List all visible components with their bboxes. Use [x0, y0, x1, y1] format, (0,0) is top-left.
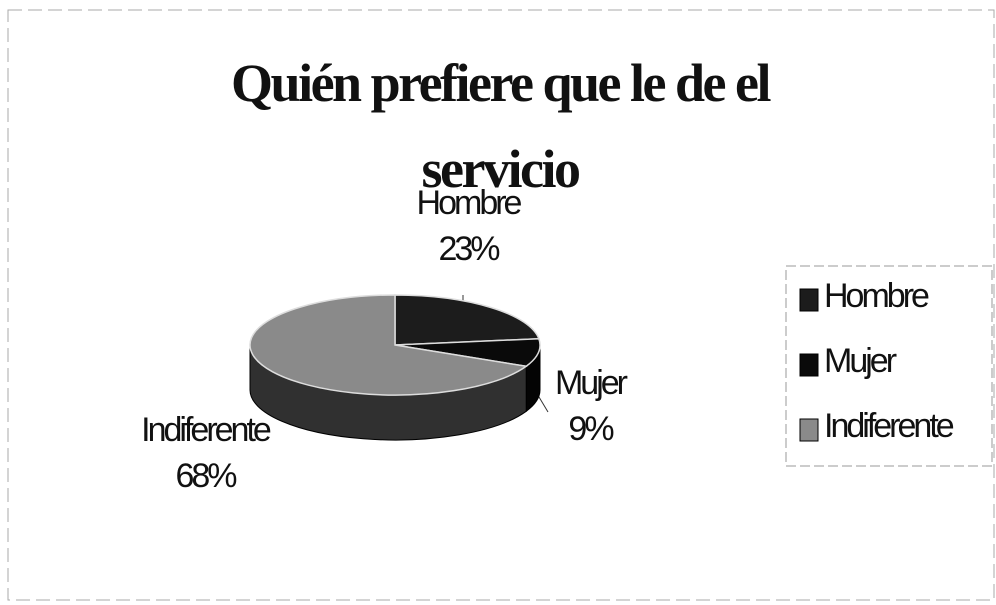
slice — [249, 294, 529, 396]
legend-swatch — [799, 288, 819, 312]
legend-frame — [785, 265, 993, 467]
data-label-name: Hombre — [417, 184, 522, 222]
data-label-name: Indiferente — [141, 411, 271, 449]
chart-frame — [7, 9, 995, 601]
legend-swatch — [799, 418, 819, 442]
legend-label: Hombre — [824, 277, 929, 315]
legend-label: Mujer — [824, 342, 897, 380]
data-label-name: Mujer — [555, 364, 628, 402]
data-label-value: 68% — [175, 457, 237, 495]
data-label-value: 9% — [568, 410, 614, 448]
legend-label: Indiferente — [824, 407, 954, 445]
legend-swatch — [799, 353, 819, 377]
slice — [394, 294, 540, 346]
data-label-value: 23% — [438, 230, 500, 268]
chart-title: Quién prefiere que le de el servicio — [231, 53, 771, 199]
